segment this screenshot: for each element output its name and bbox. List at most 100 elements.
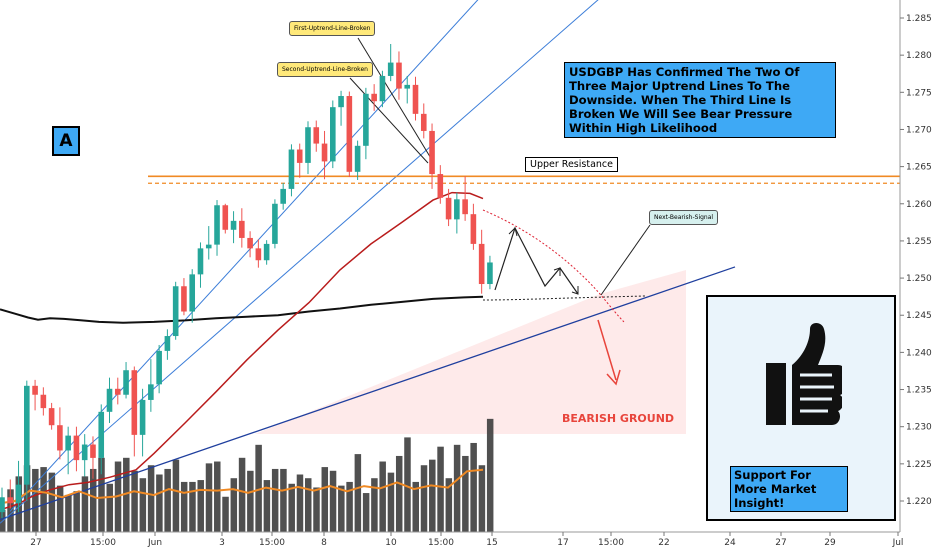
volume-bar (412, 481, 419, 532)
bullish-candle (65, 435, 71, 451)
bearish-candle (114, 388, 121, 395)
bullish-candle (106, 388, 113, 412)
bearish-candle (40, 394, 47, 409)
projected-path (482, 209, 646, 386)
bullish-candle (487, 262, 493, 285)
volume-bar (296, 474, 304, 532)
bearish-candle (57, 425, 63, 451)
ma-200-line (0, 295, 484, 324)
price-tick-label: 1.25000 (906, 274, 932, 284)
bearish-candle (396, 62, 402, 89)
volume-bar (40, 467, 47, 532)
time-tick-label: 3 (219, 538, 225, 548)
time-tick-label: 27 (775, 538, 786, 548)
volume-bar (387, 472, 395, 532)
ma-21-line (0, 468, 484, 505)
volume-bar (123, 457, 130, 532)
support-message: Support For More Market Insight! (730, 466, 848, 512)
volume-bar (205, 463, 213, 532)
volume-bar (56, 485, 64, 532)
bearish-candle (222, 205, 229, 230)
bearish-ground-label: BEARISH GROUND (562, 412, 675, 425)
volume-bar (445, 478, 453, 532)
volume-bar (346, 481, 353, 532)
volume-bar (255, 444, 262, 532)
time-tick-label: Jul (892, 538, 904, 548)
price-tick-label: 1.28000 (906, 51, 932, 61)
volume-bar (404, 437, 411, 532)
bearish-candle (32, 385, 38, 395)
bullish-candle (139, 399, 146, 435)
price-tick-label: 1.24000 (906, 348, 932, 358)
first-uptrend-line (9, 0, 479, 512)
volume-bar (164, 468, 171, 532)
volume-bar (214, 461, 221, 532)
second-break-callout: Second-Uptrend-Line-Broken (277, 62, 373, 77)
volume-bar (73, 491, 80, 532)
time-tick-label: 15:00 (428, 538, 454, 548)
volume-bar (32, 468, 39, 532)
bullish-candle (205, 244, 212, 249)
time-tick-label: 15:00 (259, 538, 285, 548)
bullish-candle (387, 62, 394, 76)
thumbs-up-icon (766, 323, 842, 425)
bearish-candle (429, 130, 435, 175)
volume-bar (89, 468, 97, 532)
price-tick-label: 1.23000 (906, 423, 932, 433)
bearish-candle (420, 113, 427, 131)
bullish-candle (24, 385, 30, 485)
volume-bar (354, 454, 362, 532)
price-tick-label: 1.27500 (906, 88, 932, 98)
volume-bar (222, 496, 229, 532)
bullish-candle (123, 370, 129, 395)
bearish-candle (445, 197, 452, 220)
bullish-candle (288, 149, 295, 189)
bullish-candle (164, 336, 171, 351)
volume-bar (139, 478, 147, 532)
time-tick-label: 27 (30, 538, 41, 548)
projection-arrow-top (508, 227, 518, 237)
bearish-candle (346, 96, 353, 172)
bullish-candle (0, 497, 5, 513)
price-tick-label: 1.22000 (906, 497, 932, 507)
volume-bar (131, 470, 138, 532)
bullish-candle (156, 350, 162, 385)
volume-bar (371, 478, 378, 532)
volume-bar (462, 455, 469, 532)
bearish-candle (371, 93, 377, 102)
bullish-candle (363, 93, 369, 146)
volume-bar (271, 468, 279, 532)
volume-bar (247, 470, 254, 532)
bullish-candle (197, 248, 204, 275)
volume-bar (230, 478, 238, 532)
price-tick-label: 1.26000 (906, 200, 932, 210)
projection-arrow-mid (553, 267, 561, 276)
projection-arrow-end (571, 286, 579, 295)
bullish-candle (454, 199, 460, 220)
price-tick-label: 1.24500 (906, 311, 932, 321)
projection-dotted-flat (482, 295, 646, 301)
volume-bar (486, 418, 494, 532)
bullish-candle (404, 84, 411, 89)
volume-bar (313, 487, 320, 532)
time-tick-label: 29 (824, 538, 836, 548)
projection-zigzag (494, 226, 579, 295)
bearish-candle (90, 444, 96, 458)
volume-bar (379, 461, 386, 532)
upper-resistance-lines (148, 175, 900, 184)
volume-bar (106, 483, 114, 532)
volume-bar (453, 444, 461, 532)
volume-bar (429, 459, 436, 532)
volume-bar (98, 457, 105, 532)
volume-bar (280, 468, 287, 532)
bullish-candle (280, 188, 286, 204)
volume-bar (172, 459, 180, 532)
time-tick-label: 15:00 (598, 538, 624, 548)
bullish-candle (172, 286, 179, 337)
volume-bar (147, 465, 155, 532)
bearish-arrow-shaft (597, 319, 617, 381)
time-tick-label: 10 (385, 538, 397, 548)
bearish-candle (437, 174, 444, 198)
bullish-candle (148, 384, 154, 400)
